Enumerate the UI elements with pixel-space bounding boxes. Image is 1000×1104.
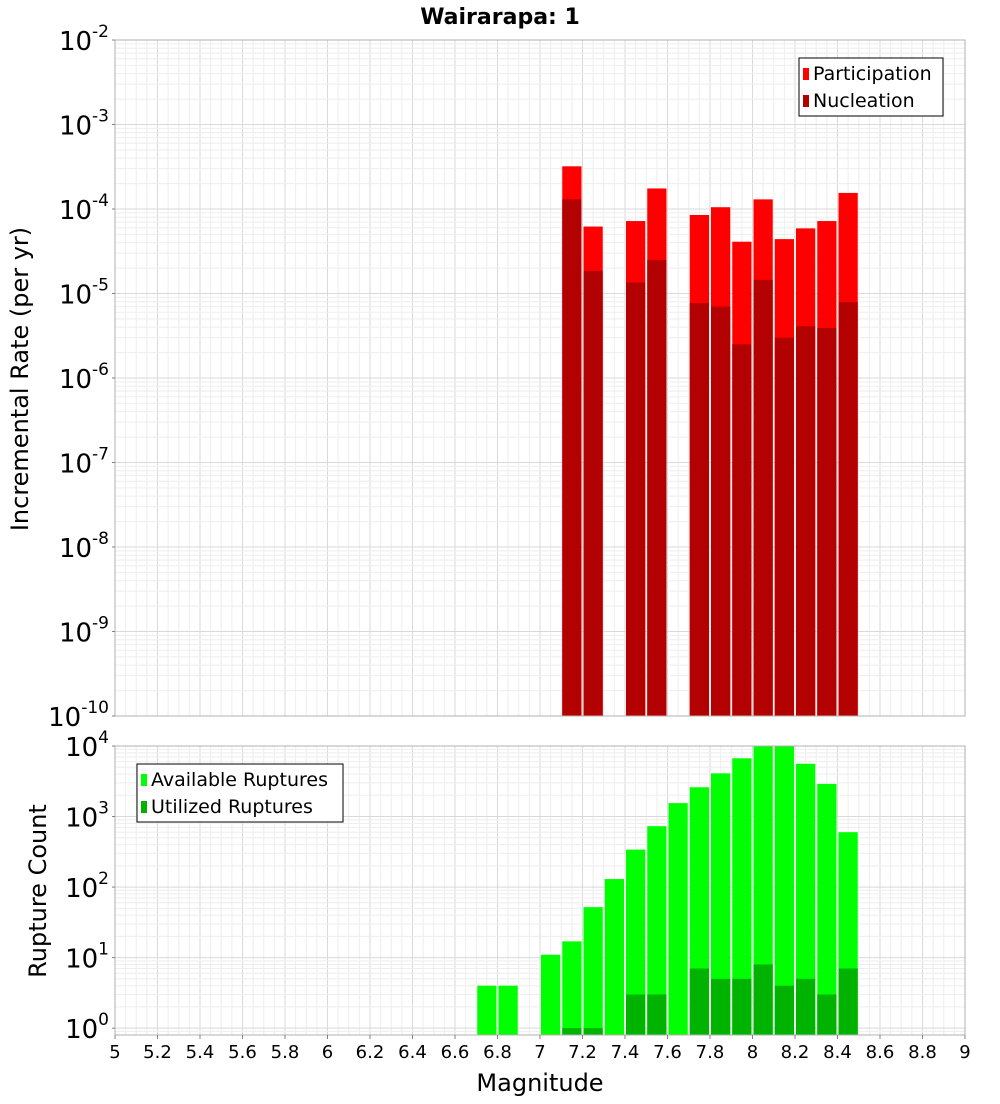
x-tick-label: 7.6: [653, 1042, 682, 1063]
top-y-axis-label: Incremental Rate (per yr): [6, 227, 34, 531]
bar-nucleation: [689, 303, 709, 716]
x-tick-label: 5.6: [228, 1042, 257, 1063]
bar-utilized-ruptures: [838, 968, 858, 1035]
y-tick-label: 10-4: [59, 191, 109, 226]
bar-available-ruptures: [541, 954, 561, 1035]
bar-utilized-ruptures: [626, 994, 646, 1035]
x-tick-label: 8.6: [866, 1042, 895, 1063]
legend-swatch: [141, 801, 147, 813]
bar-utilized-ruptures: [796, 978, 816, 1035]
y-tick-label: 103: [65, 799, 109, 834]
legend-label: Available Ruptures: [151, 769, 328, 791]
bar-nucleation: [562, 199, 582, 717]
x-tick-label: 8.2: [781, 1042, 810, 1063]
bar-available-ruptures: [498, 985, 518, 1035]
bar-utilized-ruptures: [562, 1028, 582, 1035]
bar-available-ruptures: [817, 783, 837, 1035]
legend-label: Participation: [813, 63, 932, 85]
bar-utilized-ruptures: [817, 994, 837, 1035]
x-tick-label: 7.2: [568, 1042, 597, 1063]
bar-available-ruptures: [647, 826, 667, 1035]
bar-nucleation: [711, 306, 731, 716]
bar-available-ruptures: [732, 758, 752, 1035]
legend-swatch: [803, 68, 809, 80]
bar-available-ruptures: [604, 879, 624, 1035]
y-tick-label: 101: [65, 940, 109, 975]
bottom-plot-bars: [477, 746, 858, 1035]
bar-utilized-ruptures: [711, 978, 731, 1035]
bar-utilized-ruptures: [732, 978, 752, 1035]
legend-box: [136, 763, 344, 823]
x-tick-label: 7.4: [611, 1042, 640, 1063]
y-tick-label: 10-3: [59, 107, 109, 142]
legend-swatch: [803, 95, 809, 107]
x-tick-label: 8: [747, 1042, 758, 1063]
x-tick-label: 5.8: [271, 1042, 300, 1063]
bar-available-ruptures: [774, 746, 794, 1035]
x-tick-label: 9: [959, 1042, 970, 1063]
bottom-y-axis-label: Rupture Count: [24, 804, 52, 978]
bar-available-ruptures: [668, 803, 688, 1035]
x-axis-ticks: 5 5.2 5.4 5.6 5.8 6 6.2 6.4 6.6 6.8 7 7.2 7.4 7.6 7.8 8…: [109, 1035, 971, 1063]
bar-nucleation: [583, 270, 603, 716]
bar-utilized-ruptures: [753, 964, 773, 1035]
bar-available-ruptures: [583, 907, 603, 1035]
x-tick-label: 7.8: [696, 1042, 725, 1063]
x-tick-label: 5.2: [143, 1042, 172, 1063]
top-plot-legend: Participation Nucleation: [798, 57, 944, 117]
bar-available-ruptures: [626, 849, 646, 1035]
bar-available-ruptures: [711, 773, 731, 1035]
bottom-plot-axis: 100 101 102 103 104: [65, 728, 966, 1045]
x-tick-label: 8.8: [908, 1042, 937, 1063]
x-tick-label: 6.8: [483, 1042, 512, 1063]
y-tick-label: 10-5: [59, 276, 109, 311]
bar-nucleation: [753, 279, 773, 716]
bar-available-ruptures: [796, 763, 816, 1035]
y-tick-label: 10-8: [59, 529, 109, 564]
x-tick-label: 7: [534, 1042, 545, 1063]
y-tick-label: 10-10: [48, 698, 109, 733]
bar-utilized-ruptures: [689, 968, 709, 1035]
y-tick-label: 100: [65, 1010, 109, 1045]
y-tick-label: 10-9: [59, 614, 109, 649]
bar-utilized-ruptures: [583, 1028, 603, 1035]
x-tick-label: 6.2: [356, 1042, 385, 1063]
bar-available-ruptures: [477, 985, 497, 1035]
x-tick-label: 6.4: [398, 1042, 427, 1063]
x-tick-label: 5.4: [186, 1042, 215, 1063]
top-plot-axis: 10-10 10-9 10-8 10-7 10-6 10-5 10-4 10-3 10-2: [48, 22, 966, 733]
x-axis-label: Magnitude: [476, 1069, 603, 1097]
y-tick-label: 102: [65, 869, 109, 904]
bar-available-ruptures: [753, 746, 773, 1035]
bar-nucleation: [796, 326, 816, 716]
x-tick-label: 5: [109, 1042, 120, 1063]
y-tick-label: 10-6: [59, 360, 109, 395]
legend-label: Utilized Ruptures: [151, 796, 313, 818]
bar-utilized-ruptures: [774, 985, 794, 1035]
bar-available-ruptures: [562, 941, 582, 1035]
bar-nucleation: [774, 337, 794, 716]
legend-label: Nucleation: [813, 90, 915, 112]
bar-nucleation: [817, 328, 837, 716]
bar-nucleation: [838, 302, 858, 716]
bar-utilized-ruptures: [647, 994, 667, 1035]
legend-box: [798, 57, 944, 117]
legend-swatch: [141, 774, 147, 786]
x-tick-label: 6.6: [441, 1042, 470, 1063]
x-tick-label: 8.4: [823, 1042, 852, 1063]
top-plot-grid: [114, 39, 966, 717]
top-plot-bars: [562, 166, 858, 717]
y-tick-label: 10-7: [59, 445, 109, 480]
bar-nucleation: [732, 344, 752, 716]
bar-nucleation: [626, 282, 646, 716]
y-tick-label: 104: [65, 728, 109, 763]
bottom-plot-legend: Available Ruptures Utilized Ruptures: [136, 763, 344, 823]
bar-nucleation: [647, 259, 667, 716]
y-tick-label: 10-2: [59, 22, 109, 57]
x-tick-label: 6: [322, 1042, 333, 1063]
chart-title: Wairarapa: 1: [420, 5, 580, 30]
